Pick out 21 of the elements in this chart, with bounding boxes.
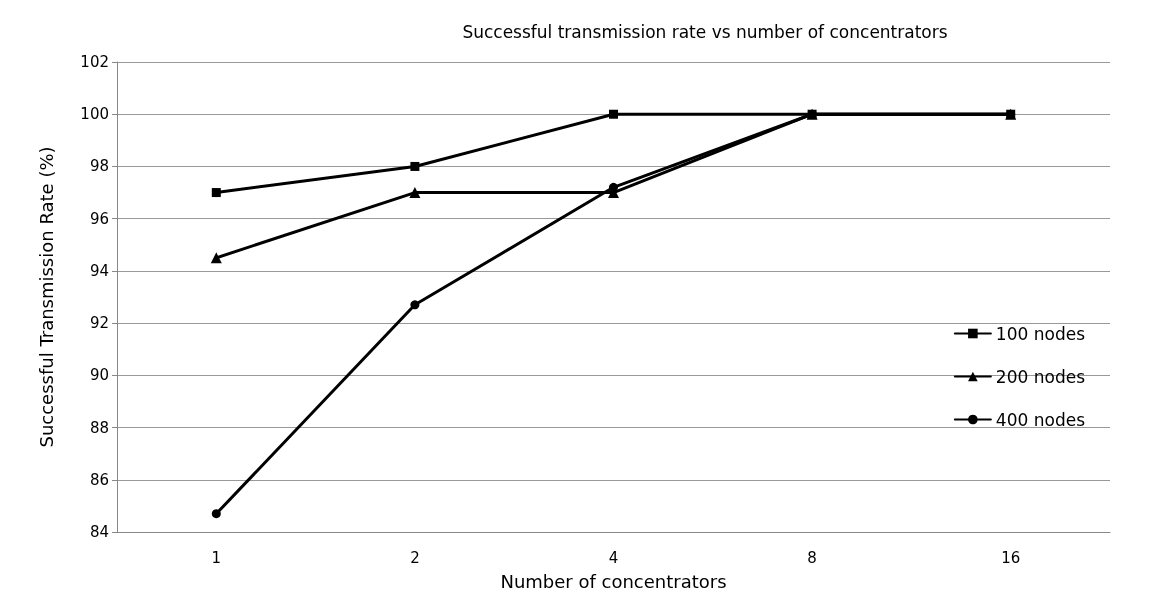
y-tick-label: 84 <box>89 523 109 541</box>
x-tick-label: 4 <box>608 548 619 567</box>
y-tick-label: 90 <box>89 366 109 385</box>
x-axis-title: Number of concentrators <box>500 570 727 592</box>
y-tick-label: 96 <box>89 209 109 228</box>
x-tick-label: 1 <box>211 548 222 567</box>
x-tick-label: 16 <box>1001 548 1021 567</box>
x-tick-label: 2 <box>410 548 420 567</box>
legend-label: 400 nodes <box>995 409 1086 430</box>
y-tick-label: 88 <box>89 418 109 437</box>
y-tick-label: 100 <box>80 105 109 124</box>
y-tick-label: 98 <box>89 157 109 176</box>
legend-label: 100 nodes <box>995 323 1086 344</box>
x-tick-label: 8 <box>807 548 817 567</box>
y-axis-title: Successful Transmission Rate (%) <box>35 146 57 448</box>
legend-label: 200 nodes <box>995 366 1086 387</box>
y-tick-label: 92 <box>89 314 109 333</box>
y-tick-label: 86 <box>89 470 109 489</box>
y-tick-label: 102 <box>80 53 109 71</box>
y-tick-label: 94 <box>89 261 109 280</box>
chart-title: Successful transmission rate vs number of concentrators <box>462 21 948 42</box>
